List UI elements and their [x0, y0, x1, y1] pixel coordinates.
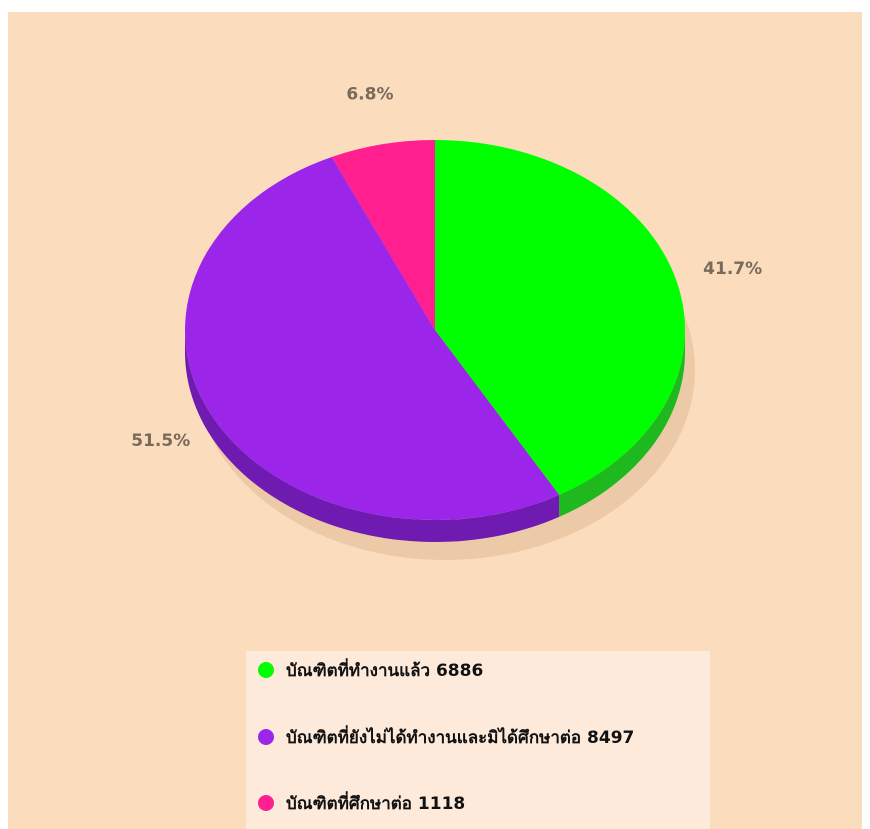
legend-dot-icon — [258, 729, 274, 745]
slice-0-percent-label: 41.7% — [703, 259, 762, 279]
legend-dot-icon — [258, 795, 274, 811]
legend-label: บัณฑิตที่ศึกษาต่อ 1118 — [286, 793, 466, 814]
slice-2-percent-label: 6.8% — [346, 84, 393, 104]
slice-1-side — [185, 330, 560, 542]
legend-item-unemployed[interactable]: บัณฑิตที่ยังไม่ได้ทำงานและมิได้ศึกษาต่อ … — [258, 724, 634, 750]
slice-0-top[interactable] — [435, 140, 686, 495]
slice-2-top[interactable] — [331, 140, 435, 330]
legend-item-further-study[interactable]: บัณฑิตที่ศึกษาต่อ 1118 — [258, 790, 465, 816]
slice-1-percent-label: 51.5% — [131, 431, 190, 451]
chart-legend: บัณฑิตที่ทำงานแล้ว 6886 บัณฑิตที่ยังไม่ไ… — [246, 651, 710, 829]
legend-dot-icon — [258, 662, 274, 678]
slice-0-side — [559, 330, 685, 517]
slice-1-top[interactable] — [185, 156, 560, 520]
legend-item-employed[interactable]: บัณฑิตที่ทำงานแล้ว 6886 — [258, 657, 483, 683]
legend-label: บัณฑิตที่ทำงานแล้ว 6886 — [286, 660, 484, 681]
legend-label: บัณฑิตที่ยังไม่ได้ทำงานและมิได้ศึกษาต่อ … — [286, 727, 635, 748]
